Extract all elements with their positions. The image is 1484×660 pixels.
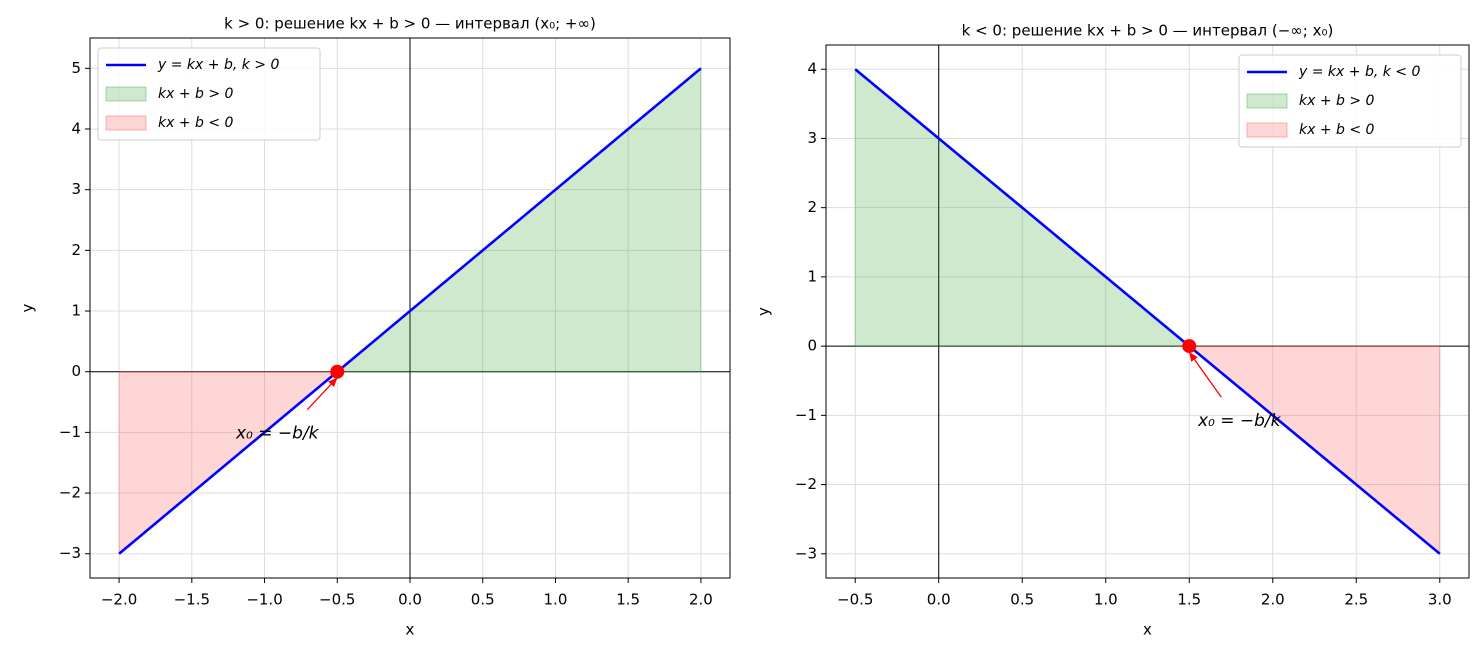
annotation: x₀ = −b/k <box>235 424 320 444</box>
legend-label: y = kx + b, k < 0 <box>1298 64 1420 80</box>
y-axis-label: y <box>19 303 37 312</box>
x-axis-label: x <box>406 621 415 639</box>
legend-box <box>97 47 321 141</box>
chart-title: k > 0: решение kx + b > 0 — интервал (x₀… <box>224 15 596 33</box>
x-tick-label: 0.5 <box>1010 591 1034 609</box>
x-tick-label: 0.0 <box>398 591 422 609</box>
y-tick-label: 2 <box>807 198 817 216</box>
y-tick-label: −3 <box>795 544 817 562</box>
y-tick-label: 0 <box>807 337 817 355</box>
x-tick-label: −1.0 <box>246 591 282 609</box>
x-tick-label: 1.0 <box>544 591 568 609</box>
frame <box>825 44 1470 579</box>
root-point <box>1182 339 1197 354</box>
series-line <box>118 67 702 555</box>
y-tick-label: 5 <box>71 59 81 77</box>
y-tick-label: 1 <box>71 302 81 320</box>
frame <box>89 37 731 579</box>
x-tick-label: 0.0 <box>927 591 951 609</box>
root-point <box>330 364 345 379</box>
legend: y = kx + b, k < 0 kx + b > 0 kx + b < 0 <box>1238 54 1462 148</box>
legend-label: kx + b > 0 <box>1299 93 1375 109</box>
y-tick-label: −2 <box>59 484 81 502</box>
y-tick-label: −1 <box>795 406 817 424</box>
y-tick-label: −1 <box>59 423 81 441</box>
legend-label: kx + b < 0 <box>1299 122 1375 138</box>
y-tick-label: 1 <box>807 267 817 285</box>
x-tick-label: 2.0 <box>689 591 713 609</box>
y-axis-label: y <box>755 307 773 316</box>
legend-swatch <box>1246 122 1288 138</box>
y-tick-label: 0 <box>71 362 81 380</box>
legend-box <box>1238 54 1462 148</box>
x-tick-label: −1.5 <box>174 591 210 609</box>
y-tick-label: 4 <box>807 60 817 78</box>
x-tick-label: 1.0 <box>1094 591 1118 609</box>
x-tick-label: 1.5 <box>616 591 640 609</box>
legend-label: kx + b < 0 <box>158 115 234 131</box>
x-tick-label: −0.5 <box>319 591 355 609</box>
x-tick-label: −2.0 <box>101 591 137 609</box>
annotation-arrow <box>1188 351 1222 398</box>
arrow-head <box>1189 352 1198 362</box>
legend-label: y = kx + b, k > 0 <box>157 57 279 73</box>
legend-swatch <box>1246 93 1288 109</box>
y-tick-label: 3 <box>71 180 81 198</box>
x-tick-label: 2.0 <box>1261 591 1285 609</box>
annotation: x₀ = −b/k <box>1197 411 1282 431</box>
y-tick-label: 2 <box>71 241 81 259</box>
x-tick-label: 2.5 <box>1344 591 1368 609</box>
legend-swatch <box>105 115 147 131</box>
x-tick-label: 1.5 <box>1177 591 1201 609</box>
y-tick-label: −2 <box>795 475 817 493</box>
legend: y = kx + b, k > 0 kx + b > 0 kx + b < 0 <box>97 47 321 141</box>
y-tick-label: 4 <box>71 120 81 138</box>
series-line <box>854 68 1441 555</box>
y-tick-label: 3 <box>807 129 817 147</box>
chart-title: k < 0: решение kx + b > 0 — интервал (−∞… <box>962 22 1334 40</box>
x-tick-label: −0.5 <box>837 591 873 609</box>
legend-swatch <box>105 86 147 102</box>
x-tick-label: 3.0 <box>1428 591 1452 609</box>
arrow-head <box>328 377 338 388</box>
x-tick-label: 0.5 <box>471 591 495 609</box>
y-tick-label: −3 <box>59 544 81 562</box>
x-axis-label: x <box>1143 621 1152 639</box>
legend-label: kx + b > 0 <box>158 86 234 102</box>
